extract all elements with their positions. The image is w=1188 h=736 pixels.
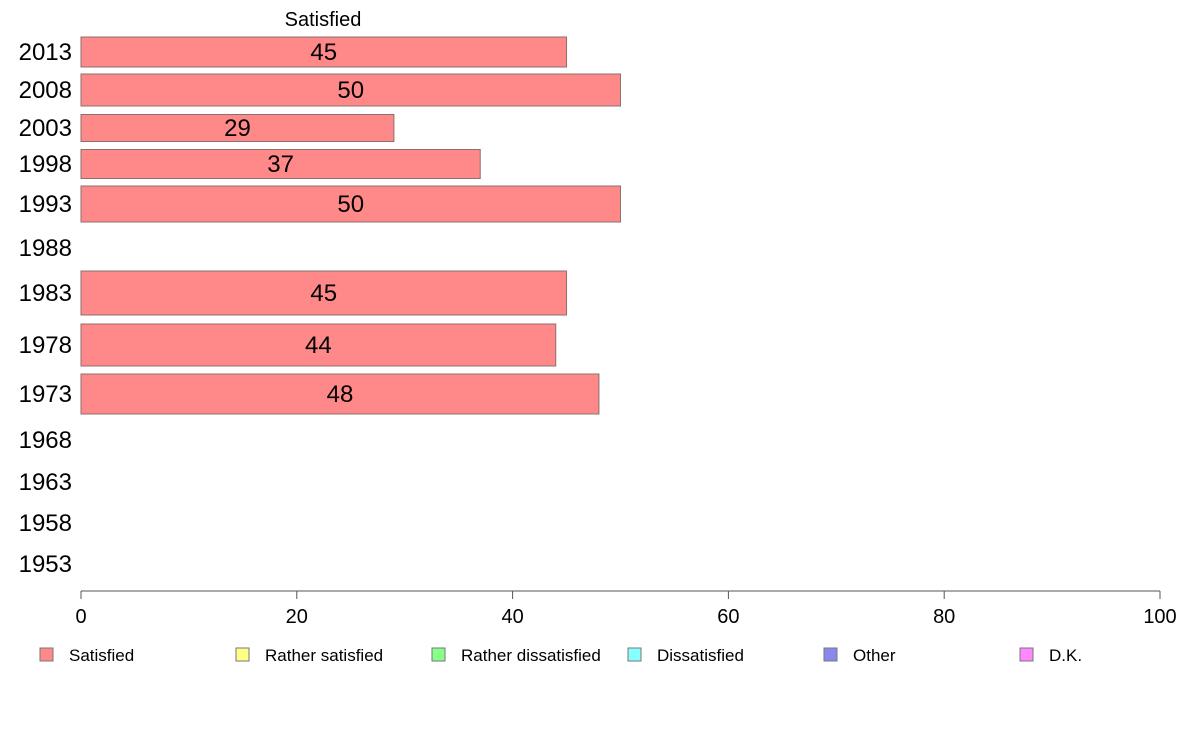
x-tick-label-100: 100 — [1143, 606, 1176, 628]
bar-value-label-2008: 50 — [337, 77, 364, 104]
year-label-1993: 1993 — [19, 191, 72, 218]
legend-label-4: Other — [853, 646, 896, 665]
bar-value-label-1998: 37 — [267, 151, 294, 178]
year-label-2003: 2003 — [19, 115, 72, 142]
bar-value-label-2003: 29 — [224, 115, 251, 142]
bar-value-label-2013: 45 — [310, 39, 337, 66]
legend-label-2: Rather dissatisfied — [461, 646, 601, 665]
x-tick-label-40: 40 — [501, 606, 523, 628]
series-header: Satisfied — [285, 9, 362, 31]
bar-1998 — [80, 149, 481, 179]
year-labels-group: 2013 2008 2003 1998 1993 1988 1983 1978 1973 1968… — [19, 39, 72, 578]
legend: Satisfied Rather satisfied Rather dissatis… — [39, 646, 1082, 665]
year-label-2013: 2013 — [19, 39, 72, 66]
bar-value-label-1978: 44 — [305, 332, 332, 359]
x-tick-label-0: 0 — [75, 606, 86, 628]
year-label-1998: 1998 — [19, 151, 72, 178]
bar-1973 — [80, 373, 600, 415]
legend-swatch-1 — [235, 647, 250, 662]
legend-label-3: Dissatisfied — [657, 646, 744, 665]
x-ticks-group: 0 20 40 60 80 100 — [75, 591, 1177, 628]
x-tick-label-80: 80 — [933, 606, 955, 628]
bar-1993 — [80, 185, 621, 223]
year-label-1968: 1968 — [19, 427, 72, 454]
year-label-1978: 1978 — [19, 332, 72, 359]
x-tick-label-20: 20 — [286, 606, 308, 628]
legend-label-5: D.K. — [1049, 646, 1082, 665]
year-label-2008: 2008 — [19, 77, 72, 104]
bar-value-label-1973: 48 — [327, 381, 354, 408]
legend-swatch-5 — [1019, 647, 1034, 662]
bar-2008 — [80, 73, 621, 107]
legend-swatch-3 — [627, 647, 642, 662]
legend-swatch-2 — [431, 647, 446, 662]
bar-2013 — [80, 36, 568, 68]
legend-swatch-4 — [823, 647, 838, 662]
year-label-1953: 1953 — [19, 551, 72, 578]
year-label-1988: 1988 — [19, 235, 72, 262]
bar-value-label-1983: 45 — [310, 280, 337, 307]
bar-2003 — [80, 114, 395, 142]
year-label-1958: 1958 — [19, 510, 72, 537]
legend-swatch-0 — [39, 647, 54, 662]
legend-label-1: Rather satisfied — [265, 646, 383, 665]
bar-1983 — [80, 270, 568, 316]
year-label-1963: 1963 — [19, 469, 72, 496]
bar-value-label-1993: 50 — [337, 191, 364, 218]
legend-label-0: Satisfied — [69, 646, 134, 665]
x-tick-label-60: 60 — [717, 606, 739, 628]
year-label-1973: 1973 — [19, 381, 72, 408]
year-label-1983: 1983 — [19, 280, 72, 307]
bar-1978 — [80, 323, 557, 367]
